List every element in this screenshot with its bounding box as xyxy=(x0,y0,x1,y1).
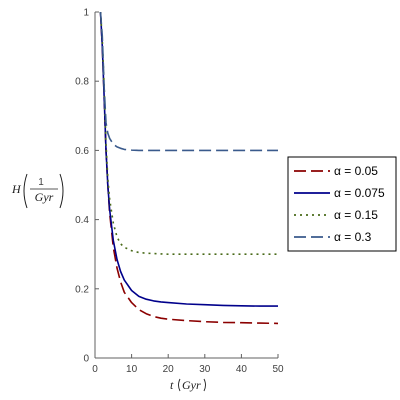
y-tick-label: 0.2 xyxy=(75,284,89,295)
axes-layer: 00.20.40.60.810 10 20 30 40 50 xyxy=(75,8,284,376)
x-tick-label: 40 xyxy=(236,364,248,375)
legend-label-3: α = 0.15 xyxy=(334,208,378,222)
y-tick-label: 0 xyxy=(83,354,89,365)
legend-label-1: α = 0.05 xyxy=(334,164,378,178)
legend: α = 0.05 α = 0.075 α = 0.15 α = 0.3 xyxy=(287,156,397,252)
x-axis-label: t Gyr xyxy=(170,378,206,392)
x-axis-label-left-paren xyxy=(178,378,181,392)
legend-label-4: α = 0.3 xyxy=(334,230,372,244)
x-axis-label-main: t xyxy=(170,378,174,392)
x-axis-label-unit: Gyr xyxy=(182,378,201,392)
series-line-2 xyxy=(99,11,278,307)
y-axis-label-denominator: Gyr xyxy=(35,190,54,204)
series-line-4 xyxy=(99,11,278,152)
legend-box xyxy=(287,156,397,252)
y-axis-label-main: H xyxy=(11,182,22,196)
plot-area: 00.20.40.60.810 10 20 30 40 50 xyxy=(75,8,284,376)
y-axis-label-right-paren xyxy=(59,173,64,209)
y-axis-label-left-paren xyxy=(23,173,28,209)
x-tick-label: 10 xyxy=(126,364,138,375)
legend-label-2: α = 0.075 xyxy=(334,186,385,200)
y-axis-label-numerator: 1 xyxy=(38,177,44,188)
y-tick-label: 1 xyxy=(83,8,89,19)
series-line-3 xyxy=(99,11,278,255)
y-tick-label: 0.6 xyxy=(75,146,89,157)
x-tick-label: 50 xyxy=(272,364,284,375)
x-tick-label: 20 xyxy=(163,364,175,375)
series-layer xyxy=(99,11,279,325)
x-tick-label: 30 xyxy=(199,364,211,375)
y-tick-label: 0.4 xyxy=(75,215,89,226)
series-line-1 xyxy=(99,11,279,325)
y-axis-label: H 1 Gyr xyxy=(11,173,64,209)
x-axis-label-right-paren xyxy=(203,378,206,392)
y-tick-label: 0.8 xyxy=(75,77,89,88)
x-tick-label: 0 xyxy=(92,364,98,375)
